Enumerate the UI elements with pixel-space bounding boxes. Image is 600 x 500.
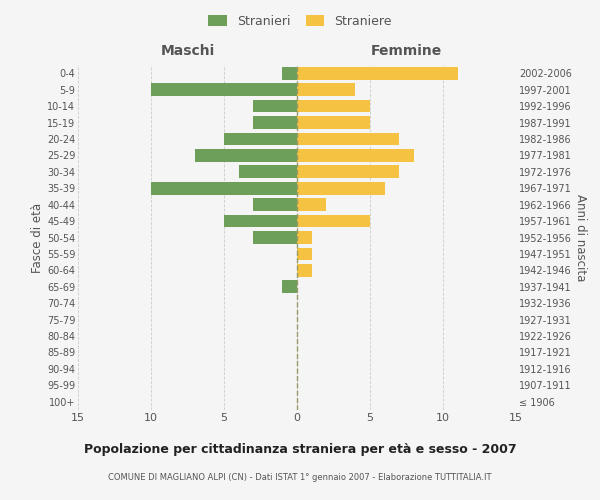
Bar — [297, 67, 458, 80]
Bar — [297, 264, 311, 277]
Bar — [297, 182, 385, 194]
Legend: Stranieri, Straniere: Stranieri, Straniere — [205, 11, 395, 32]
Bar — [283, 280, 297, 293]
Bar — [297, 149, 414, 162]
Bar — [283, 67, 297, 80]
Text: Maschi: Maschi — [160, 44, 215, 58]
Bar — [297, 100, 370, 112]
Bar — [297, 132, 399, 145]
Bar — [253, 100, 297, 112]
Bar — [297, 83, 355, 96]
Bar — [239, 166, 297, 178]
Bar — [297, 116, 370, 129]
Bar — [297, 248, 311, 260]
Bar — [297, 214, 370, 228]
Bar — [224, 214, 297, 228]
Text: Femmine: Femmine — [371, 44, 442, 58]
Bar — [297, 198, 326, 211]
Bar — [253, 231, 297, 244]
Bar — [253, 198, 297, 211]
Text: Popolazione per cittadinanza straniera per età e sesso - 2007: Popolazione per cittadinanza straniera p… — [83, 442, 517, 456]
Bar — [195, 149, 297, 162]
Bar — [297, 166, 399, 178]
Bar — [151, 83, 297, 96]
Bar — [151, 182, 297, 194]
Y-axis label: Fasce di età: Fasce di età — [31, 202, 44, 272]
Bar — [253, 116, 297, 129]
Y-axis label: Anni di nascita: Anni di nascita — [574, 194, 587, 281]
Bar — [224, 132, 297, 145]
Text: COMUNE DI MAGLIANO ALPI (CN) - Dati ISTAT 1° gennaio 2007 - Elaborazione TUTTITA: COMUNE DI MAGLIANO ALPI (CN) - Dati ISTA… — [108, 472, 492, 482]
Bar — [297, 231, 311, 244]
